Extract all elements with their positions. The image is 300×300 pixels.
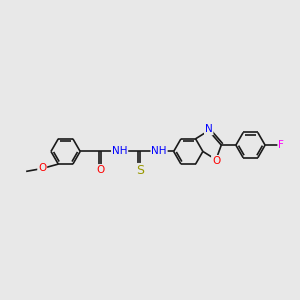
Text: NH: NH [112, 146, 128, 157]
Text: O: O [97, 165, 105, 175]
Text: N: N [205, 124, 213, 134]
Text: F: F [278, 140, 284, 150]
Text: O: O [38, 164, 46, 173]
Text: O: O [212, 156, 220, 166]
Text: NH: NH [151, 146, 167, 157]
Text: S: S [136, 164, 144, 177]
